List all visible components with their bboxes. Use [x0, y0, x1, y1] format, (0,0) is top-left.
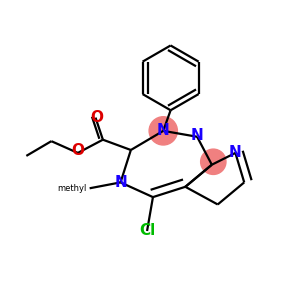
Text: N: N: [157, 123, 169, 138]
Circle shape: [149, 117, 177, 145]
Text: N: N: [114, 175, 127, 190]
Text: N: N: [229, 146, 242, 160]
Text: Cl: Cl: [139, 224, 155, 238]
Circle shape: [201, 149, 226, 174]
Text: methyl: methyl: [57, 184, 87, 193]
Text: O: O: [91, 110, 103, 125]
Text: O: O: [71, 143, 84, 158]
Text: N: N: [191, 128, 203, 143]
